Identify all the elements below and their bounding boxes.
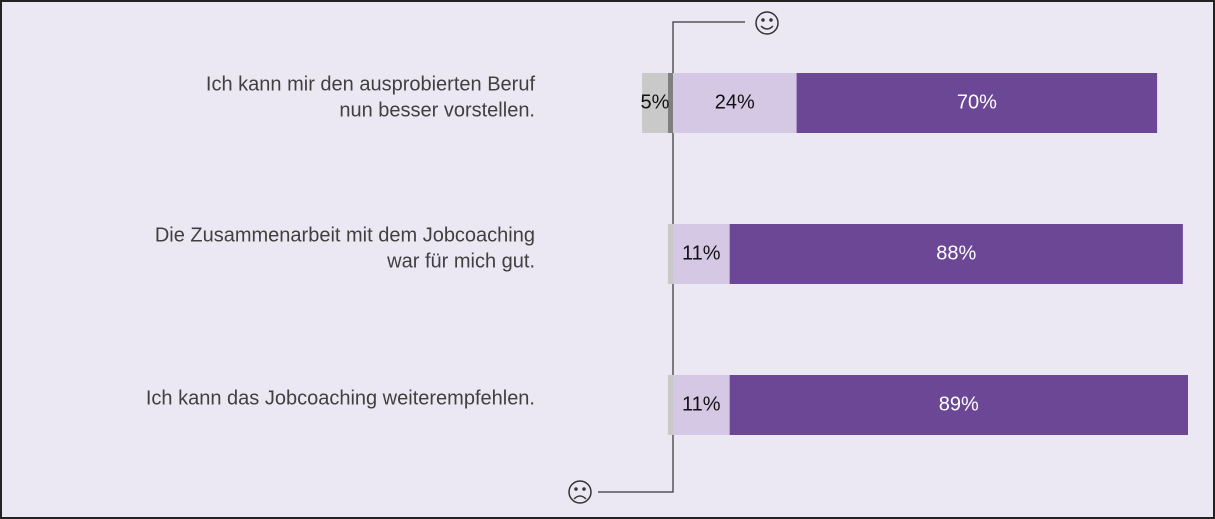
value-label: 70% <box>957 91 997 113</box>
smiley-sad <box>568 480 592 504</box>
value-label: 24% <box>715 91 755 113</box>
bar-segment <box>667 375 673 435</box>
category-label: Ich kann das Jobcoaching weiterempfehlen… <box>146 387 535 409</box>
category-label: war für mich gut. <box>386 250 535 272</box>
bar-segment <box>667 224 673 284</box>
value-label: 11% <box>682 393 721 415</box>
value-label: 5% <box>641 91 670 113</box>
smiley-happy <box>755 11 779 35</box>
value-label: 88% <box>936 242 976 264</box>
bar-segment <box>729 375 1188 435</box>
bar-segment <box>729 224 1183 284</box>
bar-segment <box>673 73 797 133</box>
bar-segment <box>673 224 730 284</box>
category-label: nun besser vorstellen. <box>339 99 535 121</box>
bar-segment <box>642 73 668 133</box>
value-label: 89% <box>939 393 979 415</box>
bar-segment <box>796 73 1158 133</box>
bar-segment <box>673 375 730 435</box>
bar-segment <box>667 73 673 133</box>
value-label: 11% <box>682 242 721 264</box>
category-label: Die Zusammenarbeit mit dem Jobcoaching <box>155 224 535 246</box>
category-label: Ich kann mir den ausprobierten Beruf <box>206 73 536 95</box>
